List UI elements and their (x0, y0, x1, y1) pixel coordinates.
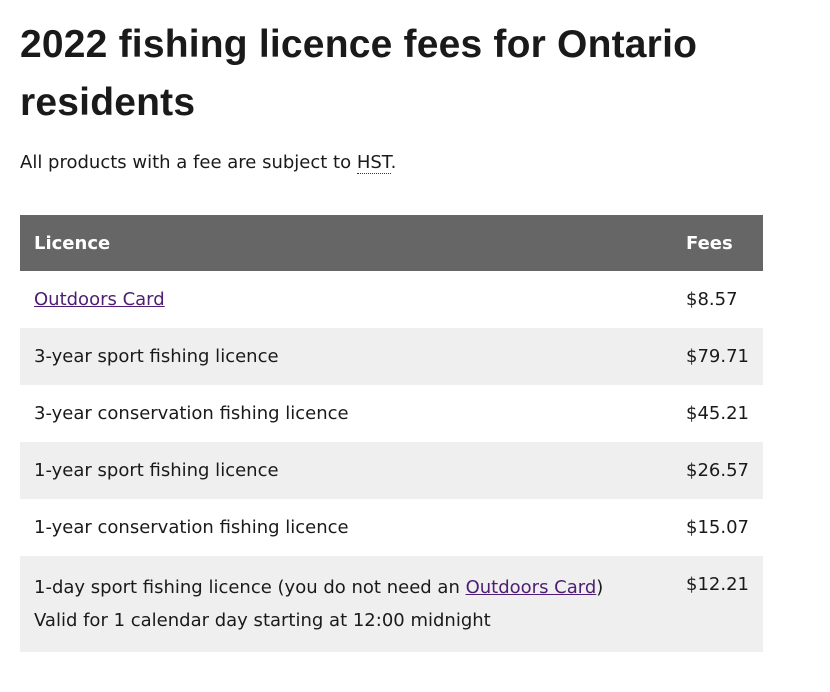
licence-cell: 1-year conservation fishing licence (20, 499, 672, 556)
fee-cell: $79.71 (672, 328, 763, 385)
licence-note: Valid for 1 calendar day starting at 12:… (34, 610, 491, 631)
header-row: Licence Fees (20, 215, 763, 271)
page-title: 2022 fishing licence fees for Ontario re… (20, 23, 698, 124)
table-row: 1-day sport fishing licence (you do not … (20, 556, 763, 652)
intro-text: All products with a fee are subject to (20, 152, 357, 173)
licence-cell: 3-year sport fishing licence (20, 328, 673, 385)
column-header: Licence (20, 215, 673, 271)
fee-cell: $8.57 (686, 289, 738, 310)
licence-name: 1-year sport fishing licence (34, 460, 279, 481)
licence-name: 3-year conservation fishing licence (34, 403, 349, 424)
licence-cell: Outdoors Card (20, 271, 672, 328)
link[interactable]: Outdoors Card (465, 577, 597, 598)
licence-text: ) (596, 577, 604, 598)
licence-name: 1-year conservation fishing licence (34, 517, 349, 538)
table-row: 1-year conservation fishing licence $15.0… (20, 499, 763, 556)
column-header: Fees (672, 215, 763, 271)
licence-cell: 1-day sport fishing licence (you do not … (20, 556, 673, 652)
abbreviation[interactable]: HST (356, 152, 391, 174)
licence-cell: 1-year sport fishing licence (20, 442, 673, 499)
fee-cell: $45.21 (686, 403, 749, 424)
intro: All products with a fee are subject to H… (20, 152, 397, 174)
table-row: Outdoors Card $8.57 (20, 271, 763, 328)
table-row: 1-year sport fishing licence $26.57 (20, 442, 763, 499)
fee-cell: $26.57 (672, 442, 763, 499)
intro-end: . (390, 152, 397, 173)
fee-cell: $12.21 (672, 556, 763, 652)
link[interactable]: Outdoors Card (34, 289, 165, 310)
licence-name: 3-year sport fishing licence (34, 346, 279, 367)
table-row: 3-year sport fishing licence $79.71 (20, 328, 763, 385)
fees-table: Licence Fees Outdoors Card $8.57 3-year sp… (20, 215, 763, 652)
table-row: 3-year conservation fishing licence $45.2… (20, 385, 763, 442)
table-body: Outdoors Card $8.57 3-year sport fishing l… (20, 271, 763, 652)
licence-cell: 3-year conservation fishing licence (20, 385, 672, 442)
fee-cell: $15.07 (686, 517, 749, 538)
licence-name: 1-day sport fishing licence (you do not … (34, 577, 466, 598)
